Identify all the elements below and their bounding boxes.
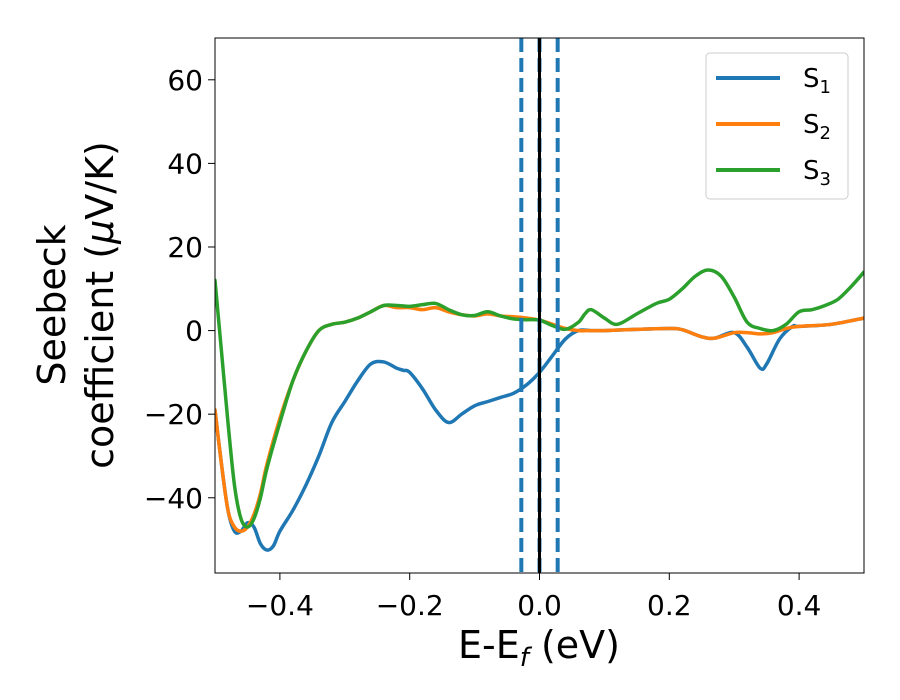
x-axis-label: E-Ef (eV) bbox=[458, 623, 620, 673]
plot-area bbox=[215, 38, 864, 573]
x-tick-label: −0.4 bbox=[246, 589, 314, 622]
legend: S1 S2 S3 bbox=[705, 52, 849, 200]
y-tick-label: −40 bbox=[144, 482, 203, 515]
y-tick-label: 0 bbox=[185, 315, 203, 348]
series-line-s3 bbox=[215, 268, 864, 529]
x-tick-label: 0.4 bbox=[777, 589, 822, 622]
y-tick-label: 20 bbox=[167, 231, 203, 264]
y-tick-label: −20 bbox=[144, 398, 203, 431]
x-tick-label: 0.0 bbox=[517, 589, 562, 622]
x-tick-label: 0.2 bbox=[647, 589, 692, 622]
x-axis: −0.4 −0.2 0.0 0.2 0.4 bbox=[246, 573, 821, 622]
y-axis-label-line2: coefficient (μV/K) bbox=[78, 141, 122, 469]
y-axis: −40 −20 0 20 40 60 bbox=[144, 64, 215, 515]
legend-label-s2: S2 bbox=[803, 110, 831, 144]
y-tick-label: 40 bbox=[167, 147, 203, 180]
y-axis-label-mu: μ bbox=[78, 220, 122, 245]
y-axis-label-line1: Seebeck bbox=[30, 224, 74, 385]
y-tick-label: 60 bbox=[167, 64, 203, 97]
x-tick-label: −0.2 bbox=[376, 589, 444, 622]
legend-label-s1: S1 bbox=[803, 64, 831, 98]
legend-label-s3: S3 bbox=[803, 156, 831, 190]
